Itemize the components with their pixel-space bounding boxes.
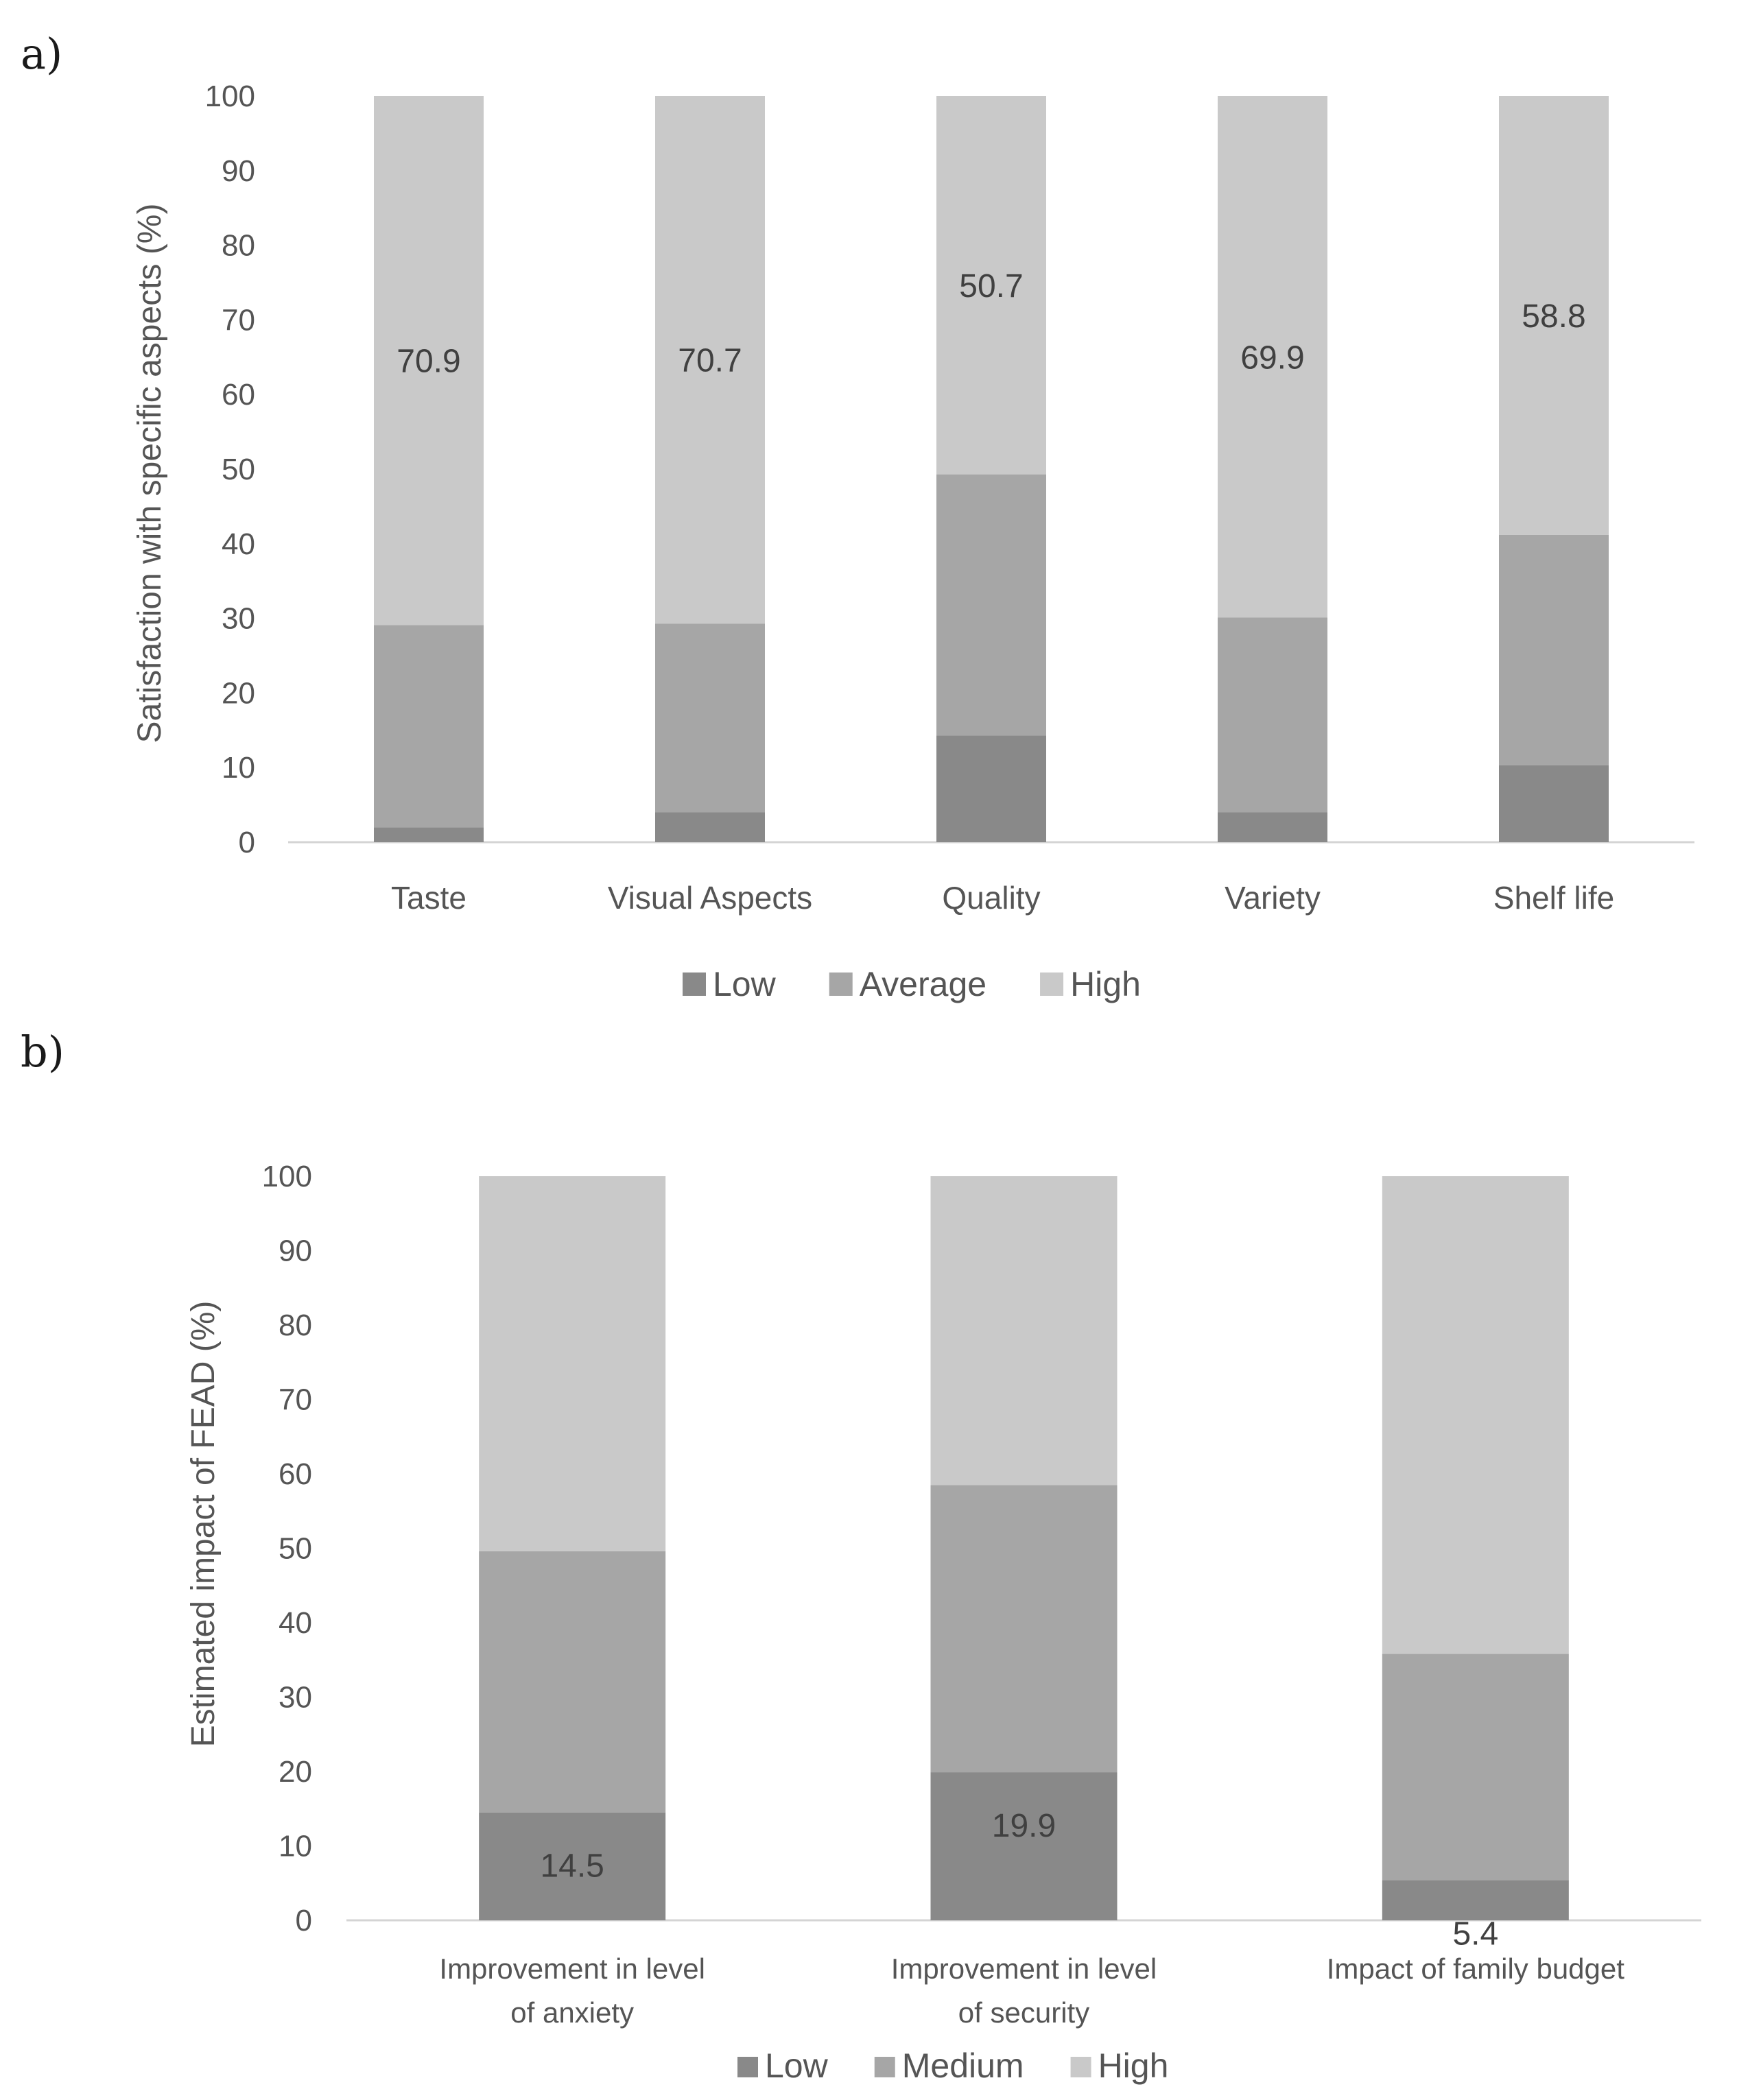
chart-b: b) 14.5 19.9 5.4 0 10 20 30 40 50 60 70 80 90 100 Im… bbox=[21, 1027, 1701, 2085]
y-tick-label: 50 bbox=[279, 1532, 312, 1566]
y-tick-label: 60 bbox=[222, 378, 255, 411]
chart-b-y-axis-label: Estimated impact of FEAD (%) bbox=[185, 1301, 222, 1747]
y-tick-label: 90 bbox=[279, 1234, 312, 1268]
y-tick-label: 10 bbox=[222, 751, 255, 785]
legend-label: High bbox=[1098, 2047, 1169, 2085]
x-category-label: Taste bbox=[391, 880, 466, 916]
data-label: 19.9 bbox=[992, 1808, 1056, 1844]
legend-item-high[interactable]: High bbox=[1070, 2047, 1169, 2085]
legend-swatch bbox=[829, 973, 853, 996]
chart-b-y-ticks: 0 10 20 30 40 50 60 70 80 90 100 bbox=[262, 1160, 312, 1937]
data-label: 5.4 bbox=[1452, 1916, 1498, 1952]
y-tick-label: 90 bbox=[222, 154, 255, 188]
y-tick-label: 60 bbox=[279, 1457, 312, 1491]
chart-a-data-labels: 70.9 70.7 50.7 69.9 58.8 bbox=[397, 268, 1585, 380]
bar-segment-high bbox=[936, 96, 1046, 475]
bar-segment-low bbox=[374, 827, 484, 842]
y-tick-label: 20 bbox=[279, 1755, 312, 1789]
legend-label: Low bbox=[765, 2047, 829, 2085]
data-label: 70.9 bbox=[397, 344, 460, 380]
chart-a-x-categories: Taste Visual Aspects Quality Variety Shelf l… bbox=[391, 880, 1614, 916]
bar-segment-average bbox=[1218, 617, 1327, 813]
y-tick-label: 70 bbox=[222, 303, 255, 337]
bar-segment-medium bbox=[1382, 1654, 1569, 1881]
chart-a-legend[interactable]: Low Average High bbox=[683, 965, 1141, 1003]
bar-segment-average bbox=[936, 474, 1046, 736]
legend-item-average[interactable]: Average bbox=[829, 965, 986, 1003]
panel-label-b: b) bbox=[21, 1027, 64, 1077]
data-label: 58.8 bbox=[1522, 298, 1585, 335]
data-label: 50.7 bbox=[959, 268, 1023, 305]
y-tick-label: 80 bbox=[222, 229, 255, 263]
y-tick-label: 100 bbox=[262, 1160, 312, 1193]
bar-segment-medium bbox=[930, 1485, 1118, 1773]
y-tick-label: 40 bbox=[222, 527, 255, 561]
bar-segment-average bbox=[1499, 534, 1609, 765]
x-category-label: Quality bbox=[942, 880, 1040, 916]
y-tick-label: 30 bbox=[222, 602, 255, 636]
legend-swatch bbox=[1070, 2057, 1091, 2077]
legend-label: High bbox=[1070, 965, 1141, 1003]
legend-label: Average bbox=[860, 965, 986, 1003]
chart-a-y-ticks: 0 10 20 30 40 50 60 70 80 90 100 bbox=[205, 80, 255, 859]
legend-item-high[interactable]: High bbox=[1040, 965, 1141, 1003]
x-category-label: Improvement in level of security bbox=[891, 1953, 1157, 2029]
chart-a-y-axis-label: Satisfaction with specific aspects (%) bbox=[132, 204, 168, 743]
legend-label: Medium bbox=[902, 2047, 1024, 2085]
bar-segment-high bbox=[374, 96, 484, 625]
bar-segment-low bbox=[930, 1772, 1118, 1920]
x-category-label: Impact of family budget bbox=[1327, 1953, 1625, 1985]
chart-b-data-labels: 14.5 19.9 5.4 bbox=[540, 1808, 1498, 1952]
y-tick-label: 30 bbox=[279, 1681, 312, 1715]
y-tick-label: 100 bbox=[205, 80, 255, 113]
bar-segment-high bbox=[1218, 96, 1327, 618]
bar-segment-low bbox=[1218, 812, 1327, 842]
bar-segment-high bbox=[655, 96, 765, 624]
legend-item-medium[interactable]: Medium bbox=[874, 2047, 1024, 2085]
legend-item-low[interactable]: Low bbox=[683, 965, 777, 1003]
legend-item-low[interactable]: Low bbox=[737, 2047, 829, 2085]
bar-segment-high bbox=[930, 1176, 1118, 1485]
data-label: 70.7 bbox=[678, 343, 742, 379]
legend-swatch bbox=[683, 973, 706, 996]
legend-swatch bbox=[1040, 973, 1064, 996]
legend-label: Low bbox=[713, 965, 777, 1003]
bar-segment-average bbox=[374, 625, 484, 828]
y-tick-label: 50 bbox=[222, 453, 255, 486]
x-category-label: Visual Aspects bbox=[608, 880, 812, 916]
x-category-label: Shelf life bbox=[1493, 880, 1614, 916]
bar-segment-low bbox=[655, 812, 765, 842]
bar-segment-high bbox=[1382, 1176, 1569, 1654]
chart-a: a) 70.9 70.7 50.7 69.9 58.8 0 10 20 30 40 50 60 70 8… bbox=[21, 29, 1694, 1003]
x-category-label: Variety bbox=[1225, 880, 1321, 916]
bar-segment-low bbox=[479, 1812, 666, 1920]
bar-segment-low bbox=[936, 735, 1046, 842]
bar-segment-high bbox=[1499, 96, 1609, 535]
bar-segment-medium bbox=[479, 1551, 666, 1813]
legend-swatch bbox=[737, 2057, 758, 2077]
panel-label-a: a) bbox=[21, 29, 62, 79]
bar-segment-low bbox=[1382, 1880, 1569, 1920]
data-label: 14.5 bbox=[540, 1848, 604, 1885]
x-category-label: Improvement in level of anxiety bbox=[439, 1953, 705, 2029]
y-tick-label: 70 bbox=[279, 1383, 312, 1417]
chart-b-legend[interactable]: Low Medium High bbox=[737, 2047, 1168, 2085]
chart-b-x-categories: Improvement in level of anxiety Improvemen… bbox=[439, 1953, 1624, 2029]
y-tick-label: 10 bbox=[279, 1830, 312, 1863]
chart-b-bars bbox=[479, 1176, 1569, 1920]
y-tick-label: 20 bbox=[222, 676, 255, 710]
bar-segment-average bbox=[655, 623, 765, 813]
legend-swatch bbox=[874, 2057, 895, 2077]
y-tick-label: 40 bbox=[279, 1606, 312, 1640]
bar-segment-low bbox=[1499, 765, 1609, 842]
y-tick-label: 0 bbox=[239, 826, 255, 859]
y-tick-label: 80 bbox=[279, 1309, 312, 1342]
data-label: 69.9 bbox=[1240, 339, 1304, 376]
bar-segment-high bbox=[479, 1176, 666, 1551]
y-tick-label: 0 bbox=[296, 1904, 312, 1937]
chart-a-bars bbox=[374, 96, 1609, 842]
